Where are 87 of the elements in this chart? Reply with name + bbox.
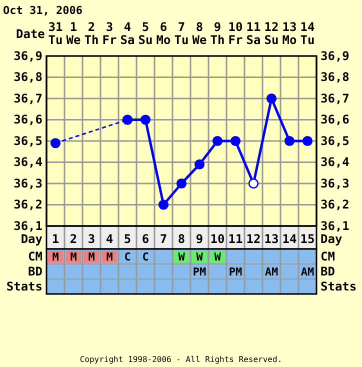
y2-tick-label: 36,8 — [320, 70, 350, 84]
text: PM — [192, 266, 206, 278]
x-tick-label: 12 — [264, 20, 279, 34]
x-tick-label: 9 — [214, 20, 222, 34]
text: AM — [300, 266, 314, 278]
text: Th — [84, 33, 99, 47]
y2-tick-label: 36,1 — [320, 218, 350, 233]
y-tick-label: 36,1 — [14, 218, 42, 233]
x-tick-label: 1 — [70, 20, 78, 34]
text: Day — [320, 232, 342, 246]
text: C — [142, 250, 149, 264]
x-tick-label: 6 — [160, 20, 168, 34]
y-tick-label: 36,9 — [14, 48, 42, 63]
y2-tick-label: 36,2 — [320, 198, 350, 212]
x-tick-label: 4 — [124, 20, 132, 34]
x2-tick-label: 1 — [52, 232, 60, 246]
y2-tick-label: 36,6 — [320, 112, 350, 127]
text: M — [106, 250, 113, 264]
y-tick-label: 36,3 — [14, 176, 42, 190]
y-tick-label: 36,6 — [14, 112, 42, 127]
text: We — [66, 33, 81, 47]
text: Su — [264, 33, 279, 47]
x-tick-label: 3 — [106, 20, 114, 34]
category-label: Stats — [320, 280, 357, 294]
y-tick-label: 36,8 — [14, 70, 42, 84]
x2-tick-label: 5 — [124, 232, 132, 246]
text: Mo — [282, 33, 297, 47]
category-label: BD — [28, 264, 42, 278]
x2-tick-label: 2 — [70, 232, 78, 246]
text: Fr — [228, 33, 243, 47]
x2-tick-label: 10 — [210, 232, 225, 246]
text: W — [178, 250, 185, 264]
text: W — [196, 250, 203, 264]
x2-tick-label: 6 — [142, 232, 150, 246]
category-label: CM — [320, 250, 335, 264]
text: Copyright 1998-2006 - All Rights Reserved. — [80, 355, 282, 364]
x-tick-label: 13 — [282, 20, 297, 34]
y-tick-label: 36,7 — [14, 91, 42, 106]
text: M — [88, 250, 95, 264]
x-tick-label: 14 — [300, 20, 315, 34]
x2-tick-label: 4 — [106, 232, 114, 246]
x2-tick-label: 9 — [196, 232, 204, 246]
y2-tick-label: 36,9 — [320, 48, 350, 63]
text: Sa — [120, 33, 135, 47]
text: Tu — [48, 33, 63, 47]
category-label: Stats — [6, 280, 42, 294]
chart-title: Oct 31, 2006 — [3, 4, 83, 17]
category-label: BD — [320, 264, 335, 278]
text: Tu — [300, 33, 315, 47]
text: C — [124, 250, 131, 264]
text: M — [70, 250, 77, 264]
text: Su — [138, 33, 153, 47]
y-tick-label: 36,5 — [14, 134, 42, 148]
y2-tick-label: 36,4 — [320, 155, 350, 170]
text: Mo — [156, 33, 171, 47]
y2-tick-label: 36,5 — [320, 134, 350, 148]
x-tick-label: 31 — [48, 20, 63, 34]
text: AM — [264, 266, 278, 278]
text: Fr — [102, 33, 117, 47]
category-label: CM — [28, 250, 42, 264]
x2-tick-label: 11 — [228, 232, 243, 246]
text: W — [214, 250, 221, 264]
text: Tu — [174, 33, 189, 47]
x2-tick-label: 13 — [264, 232, 279, 246]
y-tick-label: 36,4 — [14, 155, 42, 170]
x2-axis-title: Day — [20, 232, 42, 246]
text: PM — [228, 266, 242, 278]
x2-tick-label: 14 — [282, 232, 297, 246]
x-tick-label: 7 — [178, 20, 186, 34]
x-tick-label: 8 — [196, 20, 204, 34]
x-axis-title: Date — [16, 27, 45, 41]
x-tick-label: 5 — [142, 20, 150, 34]
x2-tick-label: 12 — [246, 232, 261, 246]
x-tick-label: 11 — [246, 20, 261, 34]
y-tick-label: 36,2 — [14, 198, 42, 212]
x-tick-label: 10 — [228, 20, 243, 34]
x2-tick-label: 7 — [160, 232, 168, 246]
y2-tick-label: 36,7 — [320, 91, 350, 106]
x2-tick-label: 15 — [300, 232, 315, 246]
text: M — [52, 250, 59, 264]
x-tick-label: 2 — [88, 20, 96, 34]
x2-tick-label: 8 — [178, 232, 186, 246]
text: Th — [210, 33, 225, 47]
text: Sa — [246, 33, 261, 47]
text: We — [192, 33, 207, 47]
y2-tick-label: 36,3 — [320, 176, 350, 190]
x2-tick-label: 3 — [88, 232, 96, 246]
